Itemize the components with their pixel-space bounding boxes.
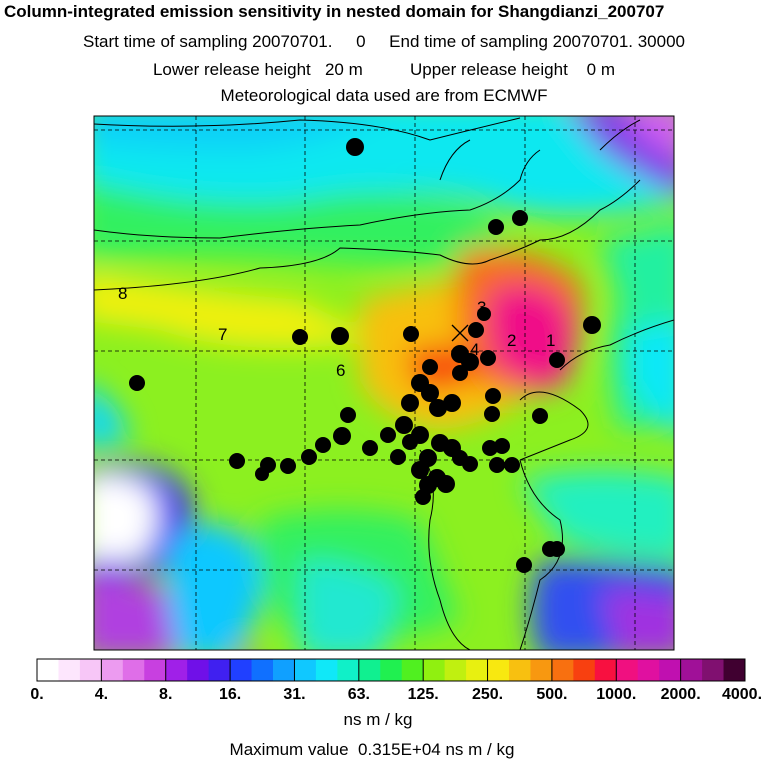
legend-swatch — [487, 659, 510, 681]
legend-tick-label: 8. — [159, 686, 172, 703]
legend-swatch — [273, 659, 295, 681]
map-frame — [93, 115, 675, 651]
legend-swatch — [680, 659, 703, 681]
legend-swatch — [637, 659, 660, 681]
legend-swatch — [723, 659, 746, 681]
legend-swatch — [337, 659, 360, 681]
legend-tick-label: 63. — [348, 686, 370, 703]
legend-swatch — [101, 659, 124, 681]
legend-tick-label: 1000. — [596, 686, 636, 703]
cluster-label-6: 6 — [336, 361, 345, 380]
legend-tick-label: 16. — [219, 686, 241, 703]
legend-swatch — [187, 659, 210, 681]
legend-tick-label: 250. — [472, 686, 503, 703]
legend-swatch — [551, 659, 574, 681]
legend-swatch — [58, 659, 81, 681]
cluster-label-4: 4 — [470, 340, 479, 359]
legend-tick-label: 31. — [283, 686, 305, 703]
legend-swatch — [380, 659, 403, 681]
borders-coastlines — [94, 117, 674, 650]
cluster-label-8: 8 — [118, 284, 127, 303]
legend-swatch — [659, 659, 682, 681]
cluster-label-1: 1 — [546, 331, 555, 350]
legend-swatch — [423, 659, 446, 681]
cluster-label-3: 3 — [477, 298, 486, 317]
legend-swatch — [358, 659, 381, 681]
maximum-value: Maximum value 0.315E+04 ns m / kg — [229, 740, 515, 759]
legend-swatch — [466, 659, 489, 681]
legend-swatch — [165, 659, 188, 681]
legend-units: ns m / kg — [343, 710, 413, 729]
legend-border — [36, 658, 746, 682]
legend-swatch — [702, 659, 725, 681]
legend-swatch — [294, 659, 317, 681]
legend-swatch — [444, 659, 467, 681]
legend-swatch — [251, 659, 274, 681]
legend-tick-label: 2000. — [661, 686, 701, 703]
legend-swatch — [208, 659, 231, 681]
cluster-label-2: 2 — [507, 331, 516, 350]
met-data-source: Meteorological data used are from ECMWF — [220, 86, 548, 105]
legend-swatch — [594, 659, 617, 681]
sensitivity-field: 1 2 3 4 6 7 8 — [94, 116, 674, 650]
legend-swatch — [616, 659, 639, 681]
station-marker — [451, 324, 469, 342]
cluster-label-7: 7 — [218, 325, 227, 344]
plot-title: Column-integrated emission sensitivity i… — [4, 2, 665, 21]
legend-tick-label: 0. — [30, 686, 43, 703]
legend-swatch — [144, 659, 167, 681]
legend-swatch — [530, 659, 553, 681]
legend-swatch — [79, 659, 102, 681]
legend-tick-label: 4000. — [722, 686, 762, 703]
legend-tick-label: 4. — [95, 686, 108, 703]
cluster-labels: 1 2 3 4 6 7 8 — [118, 284, 555, 380]
legend-color-bar — [36, 658, 746, 682]
legend-swatch — [37, 659, 59, 681]
legend-swatch — [401, 659, 424, 681]
legend-tick-label: 500. — [536, 686, 567, 703]
legend-swatch — [573, 659, 596, 681]
legend-tick-label: 125. — [408, 686, 439, 703]
release-heights: Lower release height 20 m Upper release … — [152, 60, 616, 79]
legend-swatch — [230, 659, 253, 681]
legend-swatch — [315, 659, 338, 681]
legend-swatch — [122, 659, 145, 681]
trajectory-cluster-points — [129, 138, 601, 573]
sampling-times: Start time of sampling 20070701. 0 End t… — [83, 32, 685, 51]
legend-tick-labels: 0. 4. 8. 16. 31. 63. 125. 250. 500. 1000. 2000. 400… — [30, 686, 762, 703]
legend-swatch — [509, 659, 531, 681]
